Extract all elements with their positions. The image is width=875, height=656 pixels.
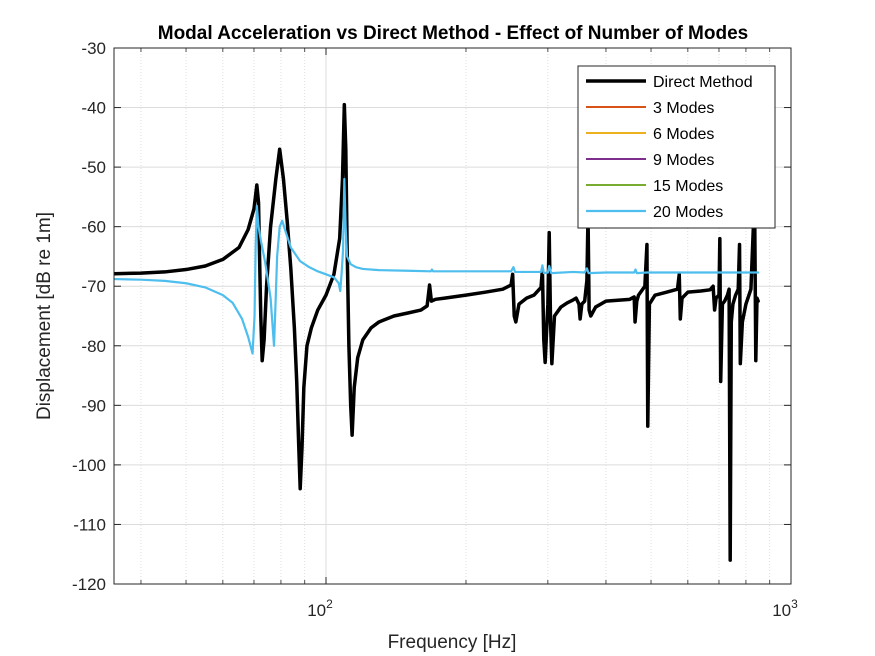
legend-label: 9 Modes (653, 152, 714, 169)
legend: Direct Method 3 Modes 6 Modes 9 Modes 15 Mod… (577, 65, 776, 229)
legend-box (577, 65, 776, 229)
x-tick-exponent: 3 (791, 597, 798, 611)
y-tick-label: -110 (73, 515, 106, 534)
y-tick-label: -100 (72, 456, 106, 475)
legend-label: Direct Method (653, 74, 753, 91)
x-tick-label: 103 (772, 597, 798, 620)
x-tick-exponent: 2 (326, 597, 333, 611)
y-axis-label: Displacement [dB re 1m] (34, 212, 55, 420)
y-tick-label: -90 (81, 396, 106, 415)
plot-frame (113, 47, 792, 585)
legend-label: 3 Modes (653, 100, 714, 117)
y-tick-label: -60 (81, 218, 106, 237)
series-lines (114, 102, 760, 562)
y-tick-label: -70 (81, 277, 106, 296)
axis-ticks (114, 47, 792, 585)
chart-title: Modal Acceleration vs Direct Method - Ef… (158, 23, 748, 44)
y-tick-label: -30 (81, 39, 106, 58)
y-tick-label: -40 (81, 99, 106, 118)
y-tick-label: -50 (81, 158, 106, 177)
x-tick-label: 102 (307, 597, 333, 620)
y-tick-label: -120 (72, 575, 106, 594)
y-tick-label: -80 (81, 337, 106, 356)
tick-labels: 102 103 -120 -110 -100 -90 -80 -70 -60 -50 -40 -30 (72, 39, 798, 620)
series-line-direct-method (114, 102, 760, 562)
x-axis-label: Frequency [Hz] (388, 632, 517, 653)
legend-label: 20 Modes (653, 204, 723, 221)
legend-label: 15 Modes (653, 178, 723, 195)
series-line-20-modes (114, 177, 760, 355)
legend-label: 6 Modes (653, 126, 714, 143)
